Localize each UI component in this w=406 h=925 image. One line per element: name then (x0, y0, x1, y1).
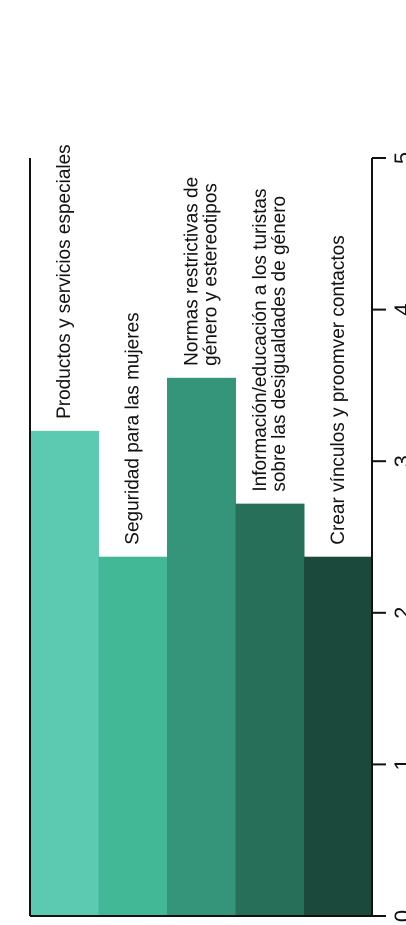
y-tick-label-5: 5 (390, 152, 406, 164)
bar-3 (167, 377, 236, 916)
y-tick-label-2: 2 (390, 607, 406, 619)
category-labels-group: Productos y servicios especiales Segurida… (54, 144, 349, 544)
y-tick-label-0: 0 (390, 910, 406, 922)
bars-group (30, 377, 373, 916)
bar-2 (98, 556, 168, 916)
y-tick-label-3: 3 (390, 455, 406, 467)
category-label-5: Crear vínculos y proomver contactos (328, 235, 349, 544)
y-tick-label-4: 4 (390, 303, 406, 315)
bar-5 (304, 556, 373, 916)
category-label-4: Información/educación a los turistassobr… (250, 189, 290, 492)
category-label-2: Seguridad para las mujeres (122, 312, 143, 544)
y-tick-label-1: 1 (390, 758, 406, 770)
value-axis-ticks-group: 0 1 2 3 4 5 (371, 152, 406, 922)
bar-4 (235, 503, 305, 916)
category-label-1: Productos y servicios especiales (54, 144, 75, 419)
bar-1 (30, 430, 99, 916)
category-label-3: Normas restrictivas degénero y estereoti… (181, 177, 221, 366)
